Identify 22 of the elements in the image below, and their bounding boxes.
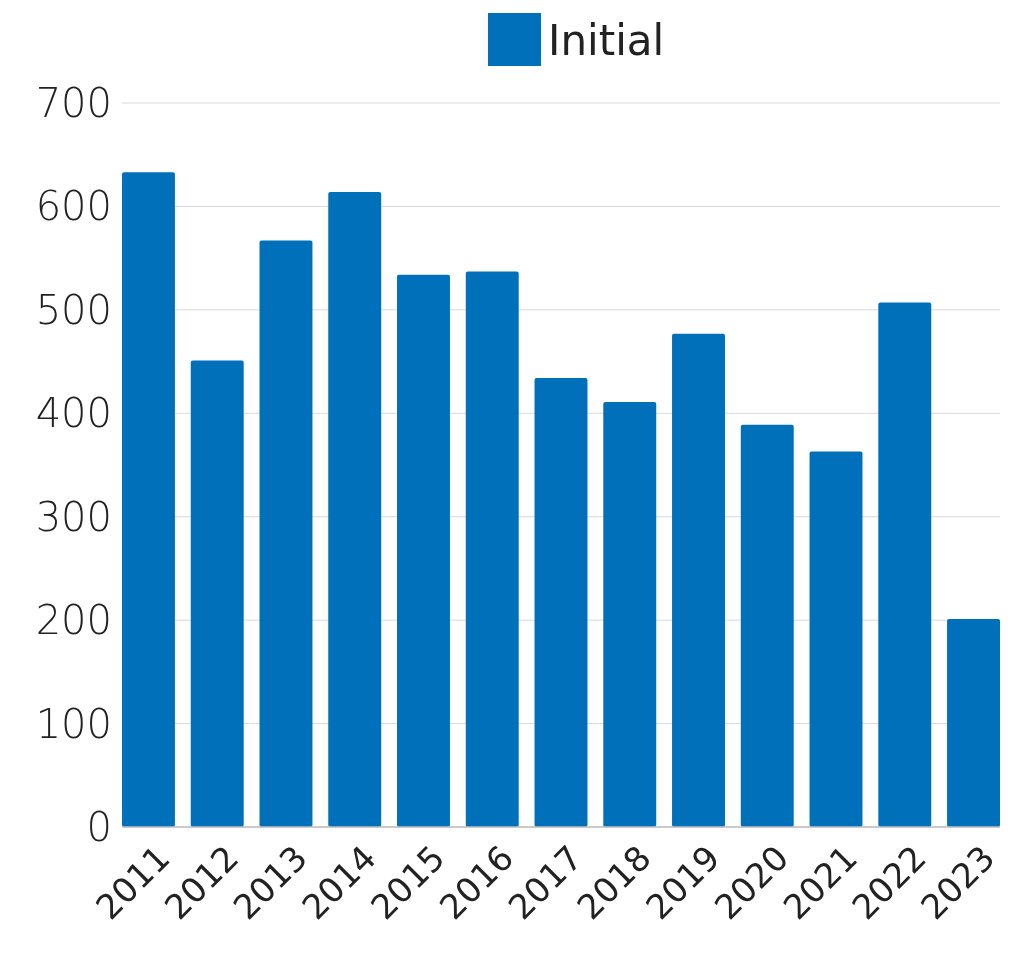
bar	[328, 191, 382, 827]
bar	[947, 619, 1000, 827]
y-tick-label: 0	[86, 804, 112, 850]
bar	[259, 240, 313, 827]
bar	[534, 378, 588, 827]
bar	[878, 302, 932, 827]
bar	[740, 424, 794, 827]
y-tick-label: 100	[35, 700, 112, 747]
y-tick-label: 600	[35, 183, 112, 230]
bar	[397, 274, 450, 827]
y-tick-label: 300	[35, 493, 112, 540]
y-tick-label: 400	[35, 390, 112, 437]
y-tick-label: 500	[35, 286, 112, 333]
bar	[465, 271, 519, 827]
y-tick-label: 700	[35, 80, 112, 126]
bar	[603, 401, 657, 827]
legend-label: Initial	[548, 15, 665, 65]
bar	[809, 451, 863, 827]
bar	[122, 172, 175, 827]
bar	[190, 360, 244, 827]
y-tick-label: 200	[35, 597, 112, 644]
bar	[672, 333, 725, 827]
